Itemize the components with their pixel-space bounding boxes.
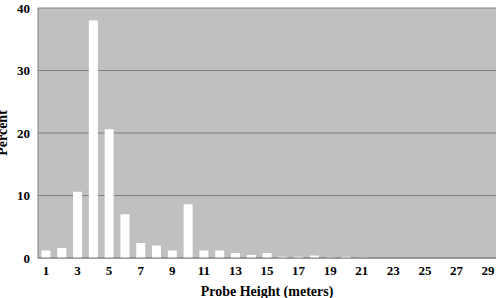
svg-text:15: 15 bbox=[261, 263, 275, 278]
svg-text:20: 20 bbox=[17, 126, 30, 141]
svg-text:23: 23 bbox=[387, 263, 401, 278]
svg-text:7: 7 bbox=[137, 263, 144, 278]
svg-text:0: 0 bbox=[24, 251, 31, 266]
svg-text:25: 25 bbox=[418, 263, 432, 278]
svg-text:1: 1 bbox=[43, 263, 50, 278]
svg-text:3: 3 bbox=[74, 263, 81, 278]
svg-text:29: 29 bbox=[482, 263, 492, 278]
svg-text:11: 11 bbox=[198, 263, 210, 278]
svg-text:5: 5 bbox=[106, 263, 113, 278]
svg-text:40: 40 bbox=[17, 1, 30, 16]
svg-text:13: 13 bbox=[229, 263, 243, 278]
svg-text:27: 27 bbox=[450, 263, 464, 278]
svg-text:Probe Height (meters): Probe Height (meters) bbox=[201, 284, 334, 298]
svg-text:17: 17 bbox=[292, 263, 306, 278]
svg-text:30: 30 bbox=[17, 63, 30, 78]
svg-text:Percent: Percent bbox=[8, 110, 10, 156]
svg-text:21: 21 bbox=[355, 263, 368, 278]
svg-text:10: 10 bbox=[17, 188, 30, 203]
svg-text:9: 9 bbox=[169, 263, 176, 278]
svg-text:19: 19 bbox=[324, 263, 338, 278]
